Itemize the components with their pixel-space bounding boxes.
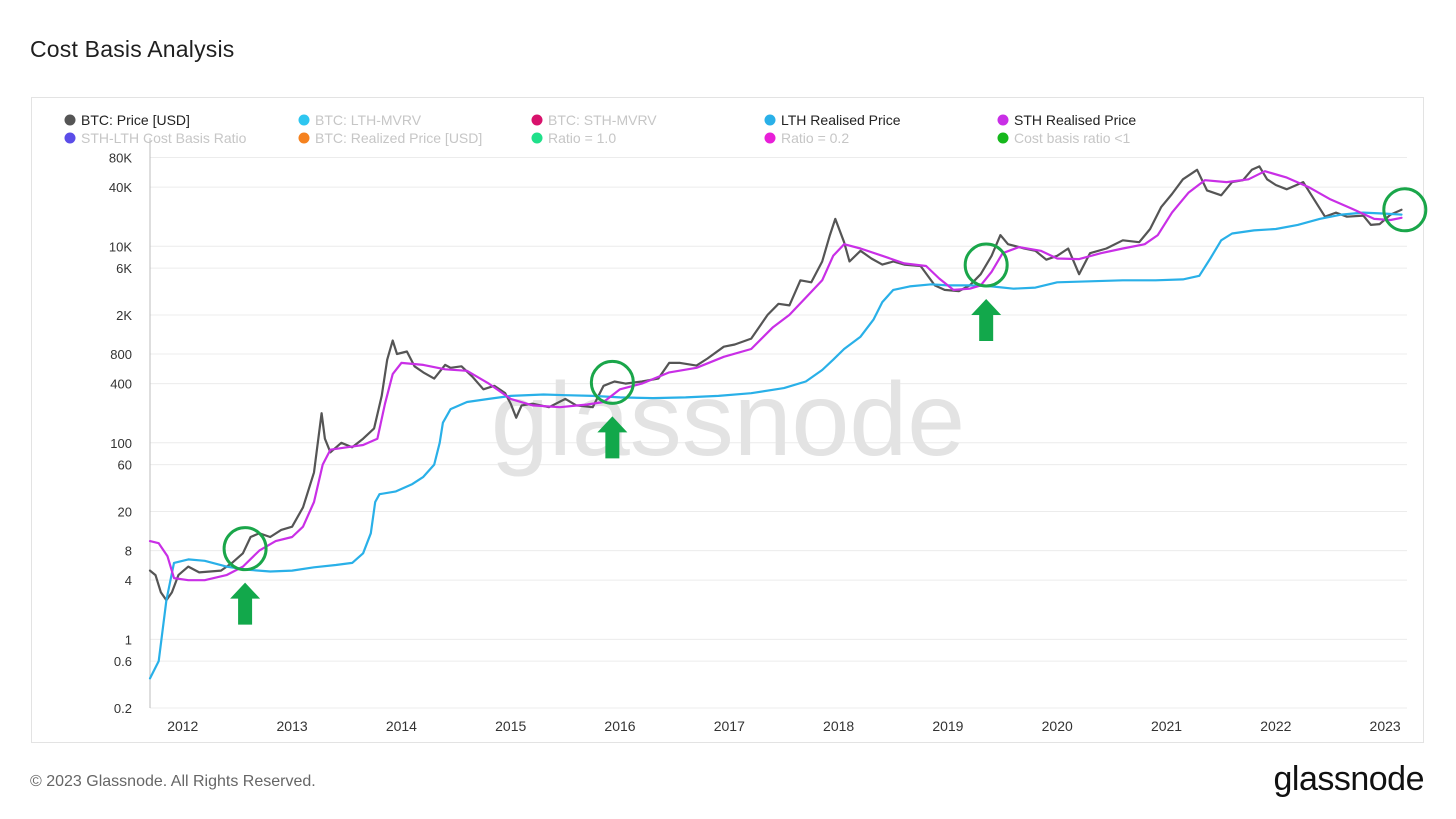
y-tick-label: 1 xyxy=(125,632,132,647)
annotation-layer xyxy=(222,187,1428,625)
series-line-btc-price-usd xyxy=(148,165,1403,602)
glassnode-logo: glassnode xyxy=(1273,760,1424,798)
x-tick-label: 2020 xyxy=(1042,718,1073,734)
legend-item-btc-realized-price-usd[interactable]: BTC: Realized Price [USD] xyxy=(298,130,483,146)
legend-label: BTC: Price [USD] xyxy=(81,112,190,128)
y-tick-label: 800 xyxy=(110,347,132,362)
x-tick-label: 2013 xyxy=(277,718,308,734)
legend-label: LTH Realised Price xyxy=(781,112,901,128)
highlight-circle xyxy=(222,526,268,572)
x-tick-label: 2012 xyxy=(167,718,198,734)
copyright-text: © 2023 Glassnode. All Rights Reserved. xyxy=(30,773,316,790)
legend-marker xyxy=(764,132,776,144)
x-tick-label: 2021 xyxy=(1151,718,1182,734)
y-tick-label: 6K xyxy=(116,261,132,276)
y-tick-label: 10K xyxy=(109,239,132,254)
legend-item-btc-sth-mvrv[interactable]: BTC: STH-MVRV xyxy=(531,112,658,128)
x-tick-label: 2015 xyxy=(495,718,526,734)
legend-marker xyxy=(64,114,76,126)
y-tick-label: 2K xyxy=(116,308,132,323)
legend-label: Ratio = 1.0 xyxy=(548,130,616,146)
legend-marker xyxy=(298,132,310,144)
y-tick-label: 8 xyxy=(125,544,132,559)
highlight-circle xyxy=(1382,187,1428,233)
y-tick-label: 20 xyxy=(118,504,132,519)
y-tick-label: 0.6 xyxy=(114,654,132,669)
legend-marker xyxy=(531,132,543,144)
x-tick-label: 2022 xyxy=(1260,718,1291,734)
legend-item-btc-price-usd[interactable]: BTC: Price [USD] xyxy=(64,112,190,128)
watermark-text: glassnode xyxy=(491,362,965,478)
legend-label: STH-LTH Cost Basis Ratio xyxy=(81,130,247,146)
legend-label: BTC: LTH-MVRV xyxy=(315,112,422,128)
grid-layer xyxy=(150,157,1407,709)
series-line-lth-realised-price xyxy=(148,211,1403,680)
legend-layer: BTC: Price [USD] BTC: LTH-MVRV BTC: STH-MV… xyxy=(64,112,1137,146)
y-tick-label: 400 xyxy=(110,377,132,392)
legend-marker xyxy=(997,132,1009,144)
legend-label: BTC: STH-MVRV xyxy=(548,112,657,128)
legend-item-sth-realised-price[interactable]: STH Realised Price xyxy=(997,112,1137,128)
legend-item-cost-basis-ratio-1[interactable]: Cost basis ratio <1 xyxy=(997,130,1131,146)
legend-marker xyxy=(64,132,76,144)
up-arrow-marker xyxy=(971,298,1002,341)
x-tick-label: 2016 xyxy=(604,718,635,734)
legend-marker xyxy=(298,114,310,126)
highlight-circle xyxy=(589,359,635,405)
legend-item-lth-realised-price[interactable]: LTH Realised Price xyxy=(764,112,901,128)
legend-marker xyxy=(764,114,776,126)
y-tick-label: 40K xyxy=(109,180,132,195)
series-line-sth-realised-price xyxy=(148,170,1403,582)
x-tick-label: 2018 xyxy=(823,718,854,734)
legend-marker xyxy=(531,114,543,126)
series-layer xyxy=(148,165,1403,680)
page-title: Cost Basis Analysis xyxy=(30,36,235,62)
y-tick-label: 0.2 xyxy=(114,701,132,716)
x-tick-label: 2014 xyxy=(386,718,417,734)
legend-item-btc-lth-mvrv[interactable]: BTC: LTH-MVRV xyxy=(298,112,422,128)
axis-layer: 80K 40K 10K 6K 2K 800 400 100 60 20 8 4 1 0.6 0.2 2012 2… xyxy=(109,138,1401,734)
legend-item-sth-lth-cost-basis-ratio[interactable]: STH-LTH Cost Basis Ratio xyxy=(64,130,247,146)
y-tick-label: 4 xyxy=(125,573,132,588)
x-tick-label: 2023 xyxy=(1370,718,1401,734)
y-tick-label: 60 xyxy=(118,458,132,473)
legend-label: Cost basis ratio <1 xyxy=(1014,130,1131,146)
up-arrow-marker xyxy=(230,582,261,625)
y-tick-label: 80K xyxy=(109,151,132,166)
legend-marker xyxy=(997,114,1009,126)
legend-label: Ratio = 0.2 xyxy=(781,130,849,146)
up-arrow-marker xyxy=(597,416,628,459)
legend-item-ratio-0-2[interactable]: Ratio = 0.2 xyxy=(764,130,850,146)
highlight-circle xyxy=(963,242,1009,288)
chart-frame xyxy=(31,97,1424,743)
y-tick-label: 100 xyxy=(110,436,132,451)
legend-item-ratio-1-0[interactable]: Ratio = 1.0 xyxy=(531,130,617,146)
legend-label: BTC: Realized Price [USD] xyxy=(315,130,482,146)
x-tick-label: 2017 xyxy=(714,718,745,734)
x-tick-label: 2019 xyxy=(932,718,963,734)
legend-label: STH Realised Price xyxy=(1014,112,1136,128)
